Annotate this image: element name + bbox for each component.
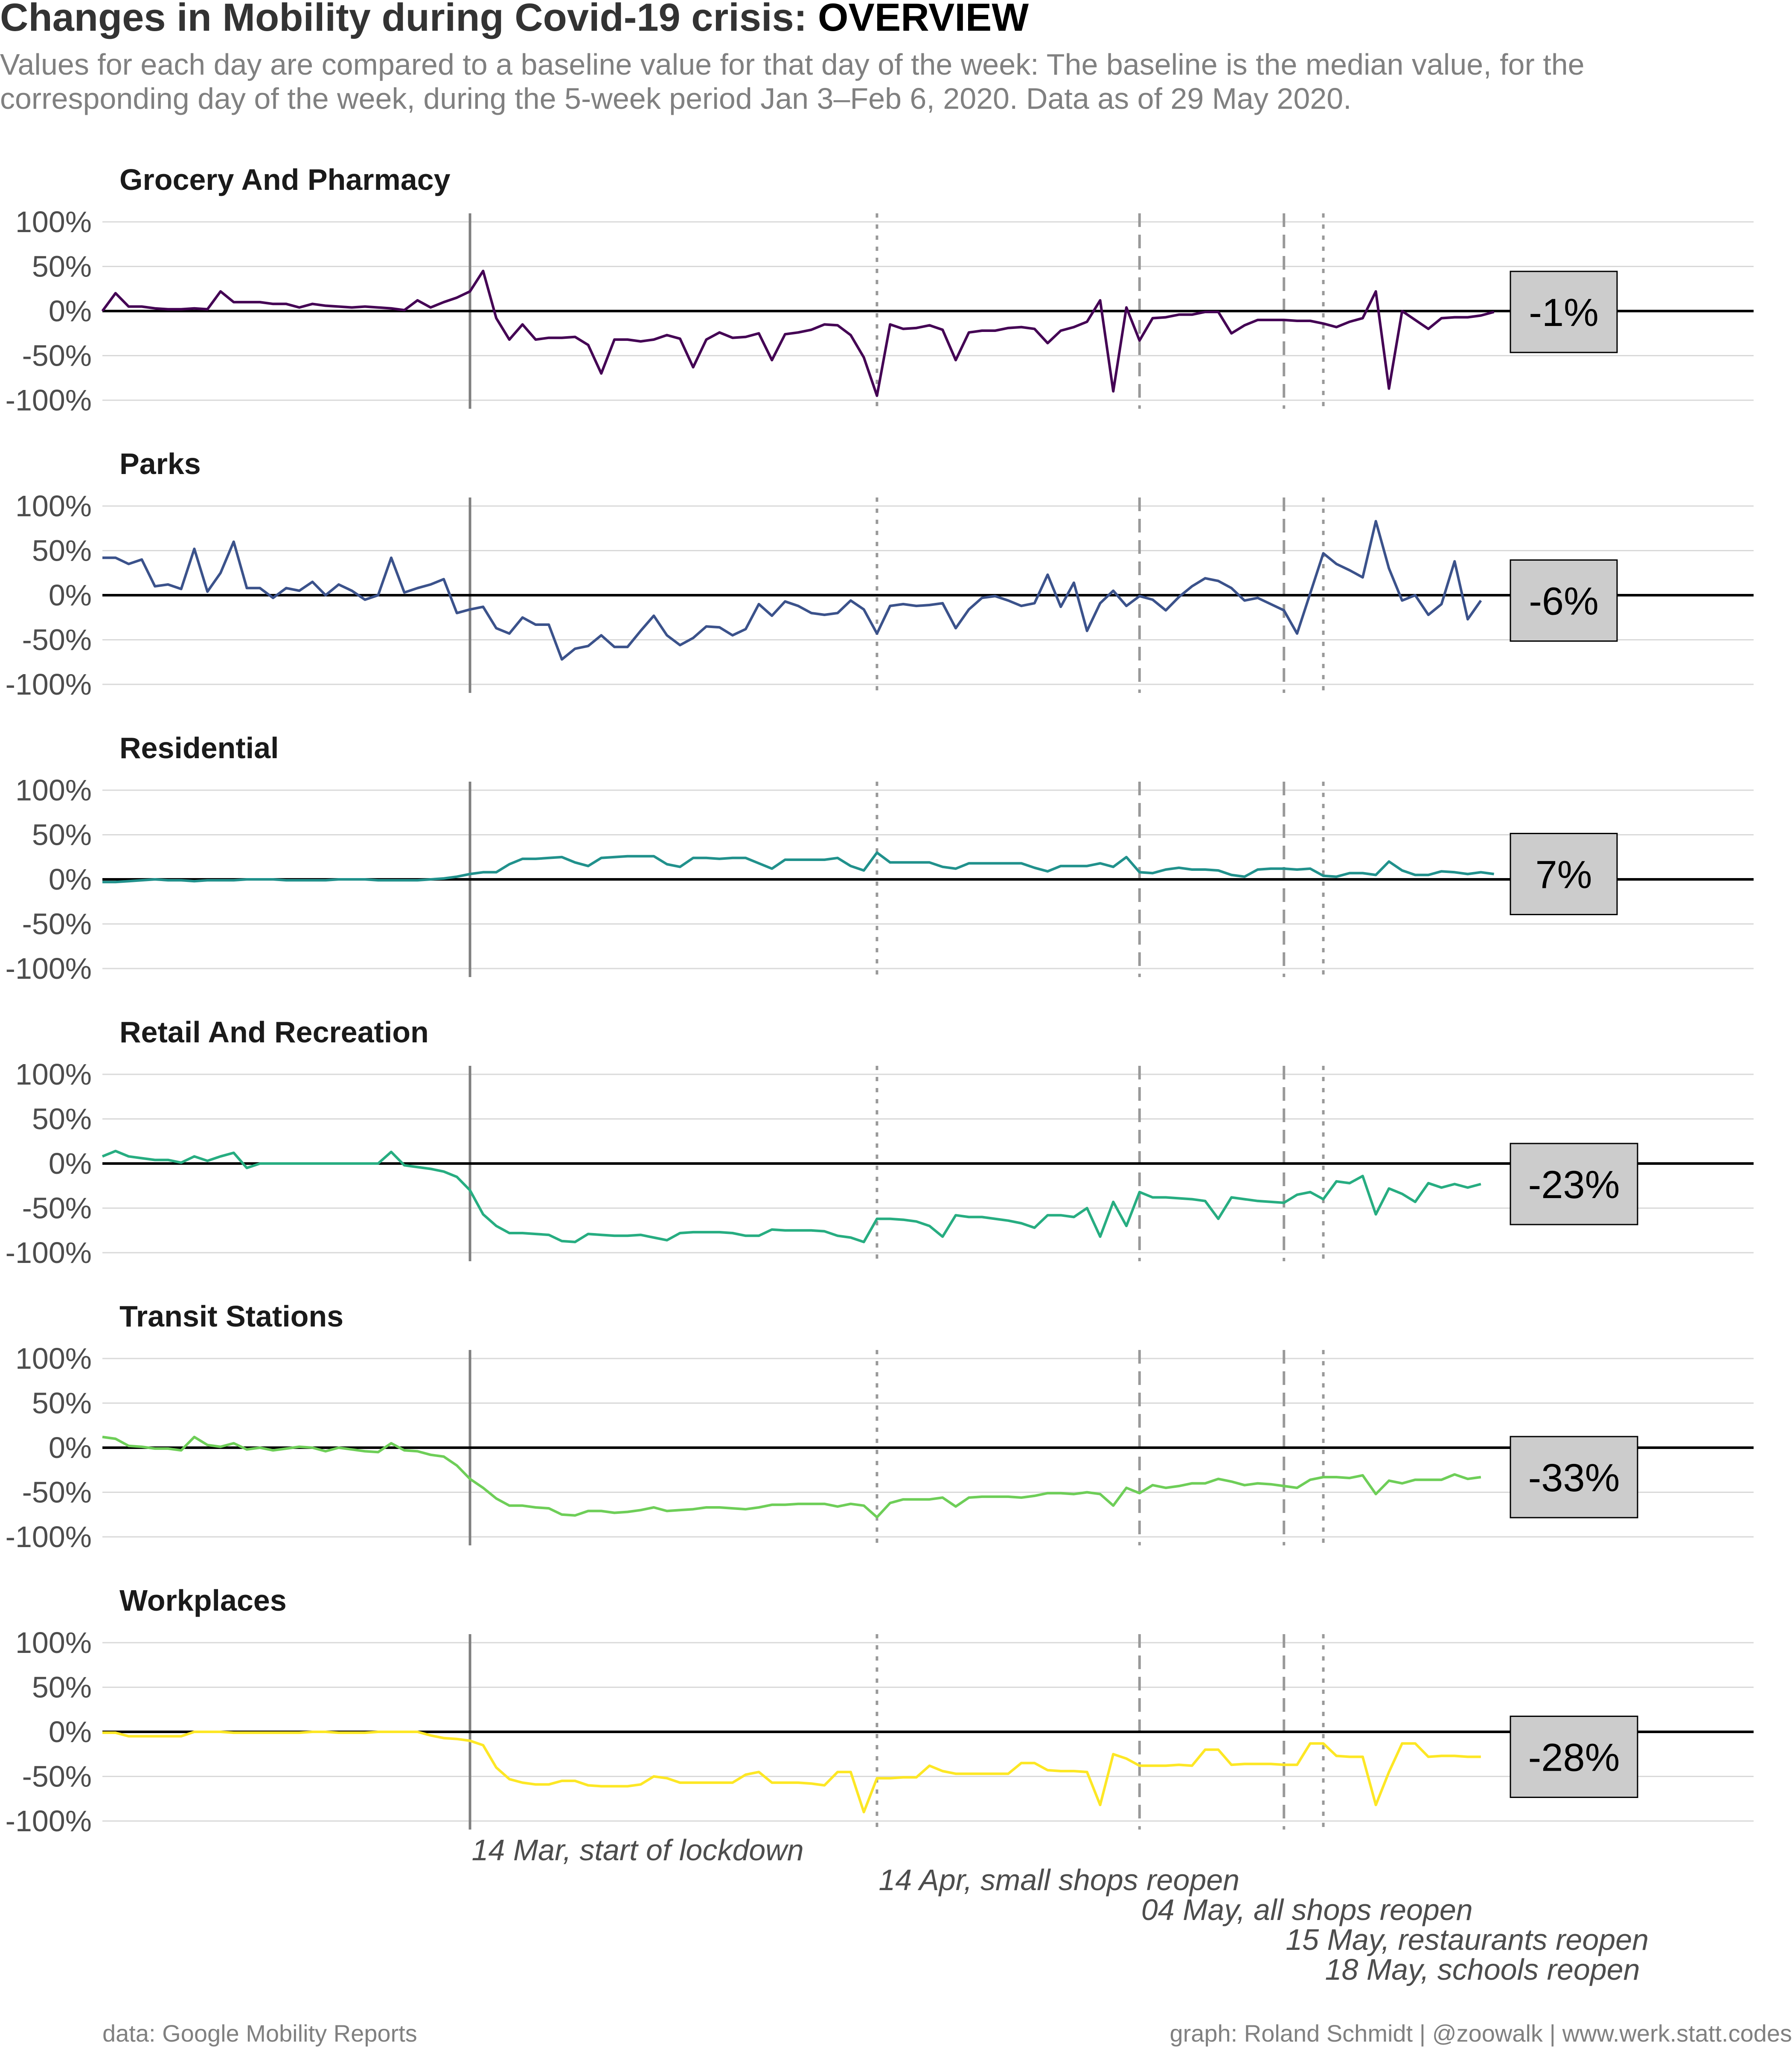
- y-tick-label: 50%: [32, 818, 92, 852]
- y-tick-label: 100%: [15, 205, 92, 239]
- y-tick-label: 0%: [49, 1431, 92, 1464]
- y-tick-label: -100%: [6, 952, 92, 985]
- y-tick-label: -100%: [6, 1804, 92, 1838]
- panel: Workplaces 100% 50% 0% -50% -100% -28%: [6, 1584, 1754, 1838]
- last-value-box: [1510, 1716, 1638, 1798]
- y-tick-label: 0%: [49, 579, 92, 612]
- series-line: [102, 1435, 1481, 1519]
- panel: Grocery And Pharmacy 100% 50% 0% -50% -100% -1…: [6, 163, 1754, 417]
- y-tick-label: -50%: [22, 1476, 92, 1509]
- last-value-label: -33%: [1528, 1456, 1620, 1500]
- panels-group: Grocery And Pharmacy 100% 50% 0% -50% -100% -1…: [6, 163, 1754, 1838]
- y-tick-label: -50%: [22, 339, 92, 372]
- y-tick-label: 0%: [49, 1147, 92, 1180]
- panel: Residential 100% 50% 0% -50% -100% 7%: [6, 731, 1754, 985]
- panel-title: Residential: [119, 731, 279, 765]
- y-tick-label: 100%: [15, 1058, 92, 1091]
- y-tick-label: -100%: [6, 384, 92, 417]
- y-tick-label: -50%: [22, 908, 92, 941]
- last-value-label: -23%: [1528, 1163, 1620, 1207]
- last-value-box: [1510, 271, 1618, 353]
- y-tick-label: 100%: [15, 1626, 92, 1659]
- event-label: 14 Mar, start of lockdown: [472, 1833, 804, 1867]
- event-label: 15 May, restaurants reopen: [1286, 1923, 1649, 1956]
- chart-title-emphasis: OVERVIEW: [818, 0, 1029, 39]
- y-tick-label: 50%: [32, 1387, 92, 1420]
- panel: Retail And Recreation 100% 50% 0% -50% -100% -…: [6, 1015, 1754, 1269]
- y-tick-label: 0%: [49, 294, 92, 328]
- chart-subtitle-line-1: Values for each day are compared to a ba…: [0, 48, 1585, 81]
- y-tick-label: 100%: [15, 489, 92, 523]
- panel-title: Workplaces: [119, 1584, 287, 1617]
- y-tick-label: -100%: [6, 1236, 92, 1269]
- panel-title: Parks: [119, 447, 201, 480]
- last-value-box: [1510, 559, 1618, 642]
- y-tick-label: -50%: [22, 1760, 92, 1793]
- last-value-label: -1%: [1529, 291, 1599, 335]
- event-label: 18 May, schools reopen: [1325, 1953, 1640, 1986]
- y-tick-label: 50%: [32, 1103, 92, 1136]
- panel-title: Grocery And Pharmacy: [119, 163, 451, 196]
- y-tick-label: -50%: [22, 1192, 92, 1225]
- y-tick-label: 0%: [49, 863, 92, 896]
- y-tick-label: -50%: [22, 623, 92, 657]
- last-value-box: [1510, 832, 1618, 915]
- last-value-box: [1510, 1436, 1638, 1519]
- caption-credit: graph: Roland Schmidt | @zoowalk | www.w…: [1169, 2020, 1792, 2047]
- y-tick-label: -100%: [6, 1520, 92, 1553]
- y-tick-label: 50%: [32, 250, 92, 283]
- series-line: [102, 1731, 1481, 1814]
- event-label: 14 Apr, small shops reopen: [879, 1863, 1239, 1897]
- series-line: [102, 851, 1494, 884]
- chart-subtitle-line-2: corresponding day of the week, during th…: [0, 82, 1352, 115]
- caption-source: data: Google Mobility Reports: [102, 2020, 417, 2047]
- series-line: [102, 520, 1482, 661]
- panel-title: Transit Stations: [119, 1300, 343, 1333]
- y-tick-label: 100%: [15, 774, 92, 807]
- y-tick-label: 0%: [49, 1715, 92, 1748]
- y-tick-label: 100%: [15, 1342, 92, 1375]
- event-labels-group: 14 Mar, start of lockdown 14 Apr, small s…: [472, 1833, 1649, 1986]
- y-tick-label: 50%: [32, 534, 92, 567]
- last-value-label: 7%: [1536, 853, 1592, 896]
- event-label: 04 May, all shops reopen: [1141, 1893, 1473, 1926]
- y-tick-label: 50%: [32, 1671, 92, 1704]
- series-line: [102, 1149, 1481, 1243]
- chart-title: Changes in Mobility during Covid-19 cris…: [0, 0, 1029, 39]
- panel-title: Retail And Recreation: [119, 1015, 429, 1049]
- last-value-label: -6%: [1529, 580, 1599, 623]
- y-tick-label: -100%: [6, 668, 92, 701]
- last-value-label: -28%: [1528, 1736, 1620, 1780]
- panel: Parks 100% 50% 0% -50% -100% -6%: [6, 447, 1754, 701]
- panel: Transit Stations 100% 50% 0% -50% -100% -33%: [6, 1300, 1754, 1553]
- series-line: [101, 270, 1495, 397]
- last-value-box: [1510, 1143, 1638, 1225]
